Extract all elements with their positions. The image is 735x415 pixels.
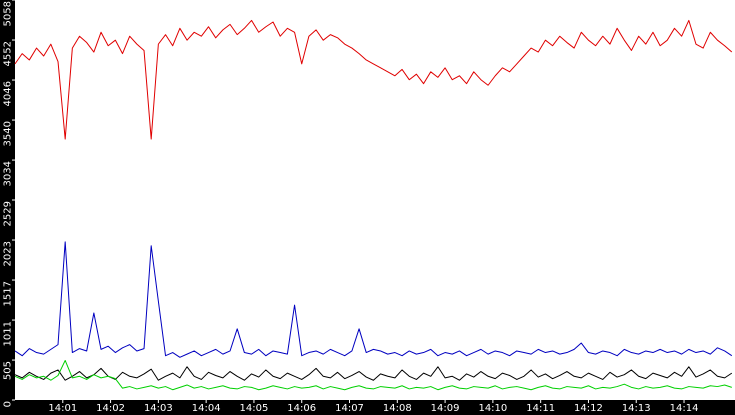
x-tick-label: 14:05 — [240, 403, 269, 414]
x-tick-label: 14:09 — [431, 403, 460, 414]
y-tick-label: 2023 — [3, 241, 14, 266]
y-tick-label: 3034 — [3, 161, 14, 186]
x-tick-label: 14:01 — [48, 403, 77, 414]
x-tick-label: 14:11 — [526, 403, 555, 414]
x-tick-label: 14:02 — [96, 403, 125, 414]
y-tick-label: 1011 — [3, 321, 14, 346]
x-tick-label: 14:03 — [144, 403, 173, 414]
y-tick-label: 505 — [3, 361, 14, 380]
series-line — [14, 366, 733, 381]
y-tick-label: 4046 — [3, 81, 14, 106]
series-line — [14, 359, 732, 391]
x-tick-label: 14:07 — [335, 403, 364, 414]
x-tick-label: 14:06 — [287, 403, 316, 414]
series-line — [14, 241, 733, 358]
x-tick-label: 14:04 — [192, 403, 221, 414]
y-tick-label: 3540 — [3, 121, 14, 146]
y-tick-label: 2529 — [3, 201, 14, 226]
x-tick-label: 14:12 — [574, 403, 603, 414]
x-tick-label: 14:10 — [478, 403, 507, 414]
y-tick-label: 4552 — [3, 41, 14, 66]
plot-area — [15, 0, 735, 400]
y-tick-label: 1517 — [3, 281, 14, 306]
x-axis-strip — [0, 400, 735, 415]
x-tick-label: 14:13 — [622, 403, 651, 414]
series-line — [14, 19, 733, 140]
y-tick-label: 0 — [3, 401, 14, 407]
y-axis-strip — [0, 0, 15, 415]
x-tick-label: 14:08 — [383, 403, 412, 414]
y-tick-label: 5058 — [3, 1, 14, 26]
x-tick-label: 14:14 — [670, 403, 699, 414]
